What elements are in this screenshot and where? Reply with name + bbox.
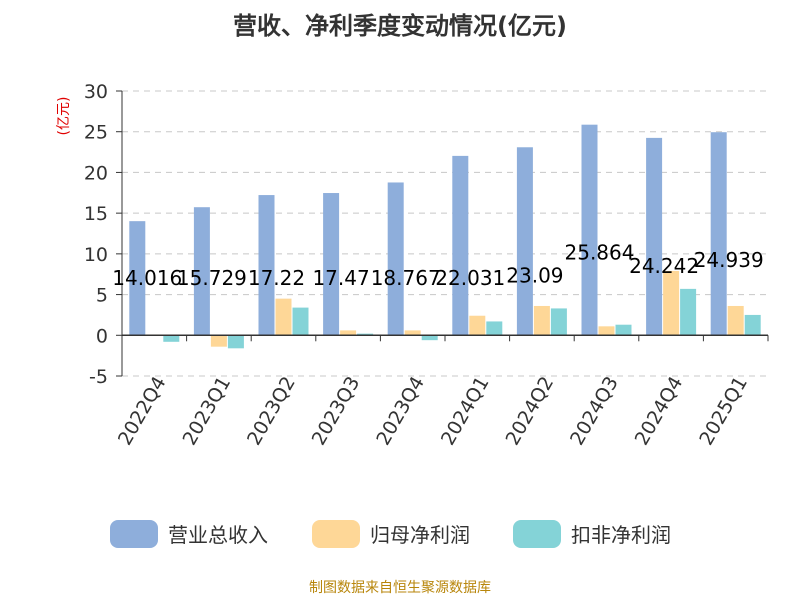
bar-扣非净利润-2024Q1 bbox=[486, 321, 503, 336]
data-label: 24.242 bbox=[629, 254, 699, 278]
data-label: 23.09 bbox=[506, 263, 563, 287]
bar-营业总收入-2024Q2 bbox=[516, 147, 533, 336]
legend-label: 营业总收入 bbox=[168, 523, 268, 547]
x-tick-label: 2024Q4 bbox=[631, 373, 688, 449]
bar-营业总收入-2023Q2 bbox=[258, 195, 275, 336]
x-tick-label: 2025Q1 bbox=[695, 373, 752, 449]
data-label: 17.22 bbox=[248, 266, 305, 290]
bar-营业总收入-2024Q1 bbox=[452, 155, 469, 336]
data-label: 17.47 bbox=[312, 266, 369, 290]
bar-扣非净利润-2022Q4 bbox=[163, 335, 180, 342]
bar-归母净利润-2024Q2 bbox=[533, 305, 550, 336]
legend-item[interactable]: 营业总收入 bbox=[110, 520, 268, 548]
x-tick-label: 2022Q4 bbox=[114, 373, 171, 449]
data-label: 24.939 bbox=[694, 248, 764, 272]
y-tick-label: -5 bbox=[89, 366, 108, 388]
chart-title: 营收、净利季度变动情况(亿元) bbox=[233, 12, 567, 40]
bar-扣非净利润-2024Q3 bbox=[615, 324, 632, 336]
y-tick-label: 25 bbox=[84, 122, 108, 144]
bar-扣非净利润-2023Q3 bbox=[357, 333, 374, 336]
bar-归母净利润-2024Q4 bbox=[663, 270, 680, 336]
x-tick-label: 2023Q4 bbox=[372, 373, 429, 449]
x-tick-label: 2024Q3 bbox=[566, 373, 623, 449]
bar-归母净利润-2023Q4 bbox=[404, 330, 421, 336]
bar-扣非净利润-2025Q1 bbox=[744, 314, 761, 336]
y-axis-label: (亿元) bbox=[56, 97, 72, 136]
bar-营业总收入-2024Q4 bbox=[646, 137, 663, 336]
data-label: 22.031 bbox=[435, 266, 505, 290]
y-tick-label: 0 bbox=[96, 325, 108, 347]
legend-swatch bbox=[312, 520, 360, 548]
bar-营业总收入-2024Q3 bbox=[581, 124, 598, 336]
bar-归母净利润-2024Q1 bbox=[469, 315, 486, 336]
bar-扣非净利润-2023Q1 bbox=[227, 335, 244, 349]
legend-label: 扣非净利润 bbox=[571, 523, 671, 547]
bar-归母净利润-2023Q2 bbox=[275, 298, 292, 336]
bar-归母净利润-2023Q1 bbox=[210, 335, 227, 347]
x-tick-label: 2023Q1 bbox=[178, 373, 235, 449]
legend-item[interactable]: 归母净利润 bbox=[312, 520, 470, 548]
y-tick-label: 15 bbox=[84, 203, 108, 225]
bar-归母净利润-2023Q3 bbox=[340, 330, 357, 336]
y-tick-label: 10 bbox=[84, 244, 108, 266]
legend-item[interactable]: 扣非净利润 bbox=[513, 520, 671, 548]
grid-lines bbox=[122, 90, 768, 377]
y-tick-label: 30 bbox=[84, 81, 108, 103]
bar-营业总收入-2023Q3 bbox=[323, 193, 340, 336]
y-tick-label: 5 bbox=[96, 285, 108, 307]
data-label: 15.729 bbox=[177, 266, 247, 290]
y-tick-label: 20 bbox=[84, 162, 108, 184]
x-tick-label: 2024Q1 bbox=[437, 373, 494, 449]
bar-扣非净利润-2024Q2 bbox=[550, 308, 567, 336]
source-note: 制图数据来自恒生聚源数据库 bbox=[309, 580, 491, 596]
bar-归母净利润-2024Q3 bbox=[598, 326, 615, 336]
bar-扣非净利润-2024Q4 bbox=[680, 288, 697, 336]
x-tick-label: 2023Q2 bbox=[243, 373, 300, 449]
legend[interactable]: 营业总收入 归母净利润 扣非净利润 bbox=[110, 520, 671, 548]
bar-营业总收入-2022Q4 bbox=[129, 221, 146, 336]
data-label: 25.864 bbox=[565, 241, 635, 265]
data-label: 18.767 bbox=[371, 266, 441, 290]
x-tick-label: 2024Q2 bbox=[501, 373, 558, 449]
bar-扣非净利润-2023Q2 bbox=[292, 307, 309, 336]
bars bbox=[129, 124, 761, 349]
data-label: 14.016 bbox=[112, 266, 182, 290]
bar-归母净利润-2025Q1 bbox=[727, 305, 744, 336]
legend-swatch bbox=[513, 520, 561, 548]
bar-扣非净利润-2023Q4 bbox=[421, 335, 438, 341]
bar-营业总收入-2025Q1 bbox=[710, 132, 727, 336]
x-tick-label: 2023Q3 bbox=[308, 373, 365, 449]
bar-营业总收入-2023Q1 bbox=[193, 207, 210, 336]
legend-swatch bbox=[110, 520, 158, 548]
bar-营业总收入-2023Q4 bbox=[387, 182, 404, 336]
legend-label: 归母净利润 bbox=[370, 523, 470, 547]
